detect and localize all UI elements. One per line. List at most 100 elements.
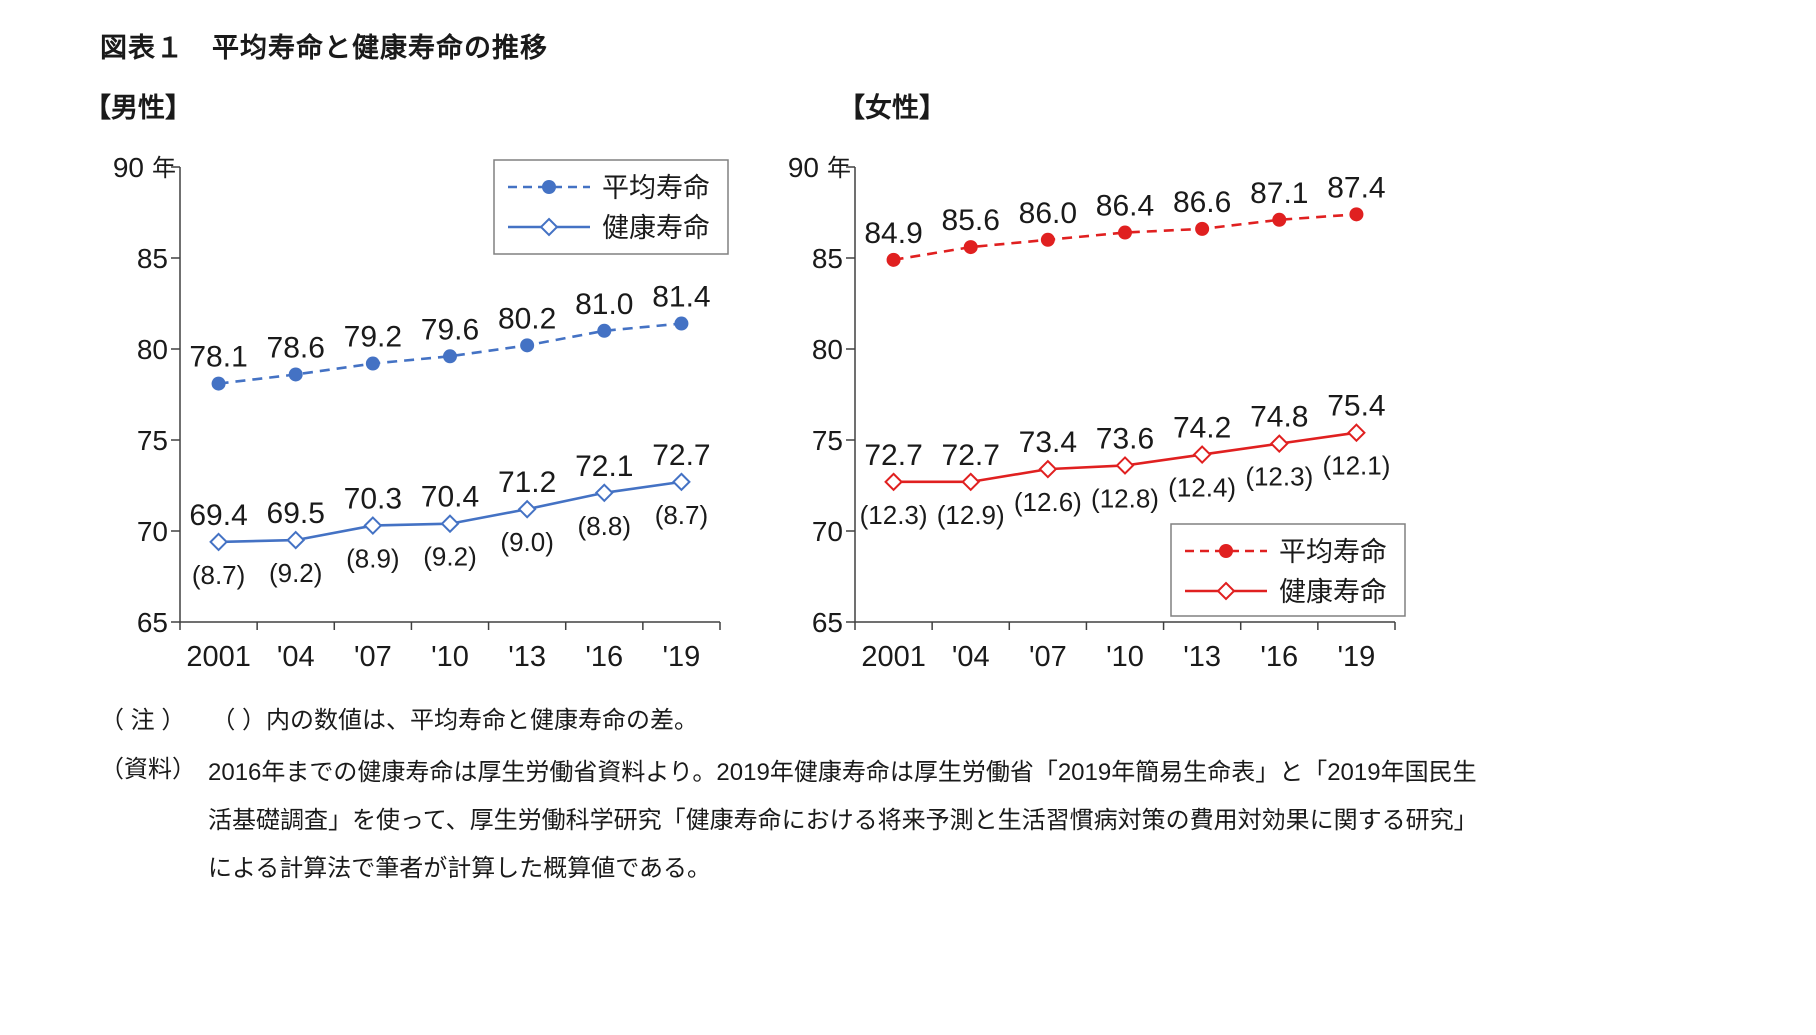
circle-marker xyxy=(963,240,978,255)
svg-text:'07: '07 xyxy=(354,641,392,673)
value-labels: 72.7 72.7 73.4 73.6 74.2 74.8 75.4 xyxy=(864,390,1385,472)
series-healthy-life xyxy=(884,423,1366,492)
diamond-marker xyxy=(209,532,228,552)
diamond-marker xyxy=(1038,459,1058,479)
svg-text:87.1: 87.1 xyxy=(1250,177,1308,210)
y-axis-unit: 年 xyxy=(152,155,176,182)
svg-text:2001: 2001 xyxy=(861,641,926,673)
diamond-marker xyxy=(1269,434,1289,454)
svg-text:81.4: 81.4 xyxy=(652,281,710,314)
x-axis-labels: 2001 '04 '07 '10 '13 '16 '19 xyxy=(186,641,700,673)
svg-text:78.1: 78.1 xyxy=(189,341,247,374)
svg-text:80: 80 xyxy=(137,334,168,365)
svg-text:81.0: 81.0 xyxy=(575,288,633,321)
note-label: （ 注 ） xyxy=(100,707,186,734)
svg-text:79.6: 79.6 xyxy=(421,313,479,346)
circle-marker xyxy=(1272,212,1287,227)
svg-text:(12.4): (12.4) xyxy=(1168,473,1236,503)
svg-text:'07: '07 xyxy=(1029,641,1067,673)
value-labels: 84.9 85.6 86.0 86.4 86.6 87.1 87.4 xyxy=(864,171,1385,250)
svg-text:(9.2): (9.2) xyxy=(269,558,322,588)
svg-text:87.4: 87.4 xyxy=(1327,171,1385,204)
svg-text:'16: '16 xyxy=(1260,641,1298,673)
axes xyxy=(846,166,1396,630)
svg-text:72.7: 72.7 xyxy=(864,439,922,472)
diamond-marker xyxy=(363,516,383,535)
svg-text:80: 80 xyxy=(812,334,843,365)
y-axis-unit: 年 xyxy=(827,155,851,182)
svg-text:84.9: 84.9 xyxy=(864,217,922,250)
svg-text:'10: '10 xyxy=(431,641,469,673)
svg-text:'04: '04 xyxy=(952,641,990,673)
svg-text:85.6: 85.6 xyxy=(942,204,1000,237)
circle-marker xyxy=(1118,225,1132,240)
circle-marker xyxy=(886,252,901,267)
svg-text:78.6: 78.6 xyxy=(267,331,325,364)
svg-text:健康寿命: 健康寿命 xyxy=(1279,577,1387,607)
y-axis-labels: 65 70 75 80 85 90 年 xyxy=(113,152,176,638)
diamond-marker xyxy=(517,499,537,519)
axes xyxy=(171,166,721,630)
svg-text:(12.9): (12.9) xyxy=(937,500,1005,530)
svg-text:79.2: 79.2 xyxy=(344,321,402,354)
svg-text:65: 65 xyxy=(137,607,168,638)
svg-text:(12.8): (12.8) xyxy=(1091,483,1159,513)
svg-text:2001: 2001 xyxy=(186,641,251,673)
svg-text:(8.7): (8.7) xyxy=(655,500,708,530)
svg-text:74.8: 74.8 xyxy=(1250,401,1308,434)
svg-text:80.2: 80.2 xyxy=(498,302,556,335)
notes-block: （ 注 ） （ ）内の数値は、平均寿命と健康寿命の差。 （資料） 2016年まで… xyxy=(100,700,1600,893)
svg-text:90: 90 xyxy=(788,152,819,183)
svg-text:69.4: 69.4 xyxy=(189,499,247,532)
svg-text:70: 70 xyxy=(812,516,843,547)
diamond-marker xyxy=(440,514,460,534)
svg-text:86.6: 86.6 xyxy=(1173,186,1231,219)
svg-text:70.4: 70.4 xyxy=(421,481,479,514)
svg-text:70: 70 xyxy=(137,516,168,547)
circle-marker xyxy=(674,316,689,331)
svg-text:70.3: 70.3 xyxy=(344,483,402,516)
svg-text:(12.3): (12.3) xyxy=(860,500,928,530)
svg-text:(9.0): (9.0) xyxy=(500,527,553,557)
svg-text:平均寿命: 平均寿命 xyxy=(1279,537,1387,567)
svg-text:'16: '16 xyxy=(585,641,623,673)
circle-marker xyxy=(211,376,226,391)
series-average-life xyxy=(211,316,689,391)
svg-text:平均寿命: 平均寿命 xyxy=(602,173,710,203)
gap-labels: (12.3) (12.9) (12.6) (12.8) (12.4) (12.3) (12.… xyxy=(860,451,1391,530)
svg-text:(12.1): (12.1) xyxy=(1322,451,1390,481)
source-row: （資料） 2016年までの健康寿命は厚生労働省資料より。2019年健康寿命は厚生… xyxy=(100,749,1600,893)
svg-text:73.4: 73.4 xyxy=(1019,426,1077,459)
svg-text:'19: '19 xyxy=(1338,641,1376,673)
note-row: （ 注 ） （ ）内の数値は、平均寿命と健康寿命の差。 xyxy=(100,700,1600,735)
svg-text:73.6: 73.6 xyxy=(1096,422,1154,455)
x-axis-labels: 2001 '04 '07 '10 '13 '16 '19 xyxy=(861,641,1375,673)
source-text: 2016年までの健康寿命は厚生労働省資料より。2019年健康寿命は厚生労働省「2… xyxy=(208,759,1478,882)
y-axis-labels: 65 70 75 80 85 90 年 xyxy=(788,152,851,638)
svg-text:'10: '10 xyxy=(1106,641,1144,673)
svg-text:86.4: 86.4 xyxy=(1096,190,1154,223)
circle-marker xyxy=(1040,232,1055,247)
svg-text:'13: '13 xyxy=(508,641,546,673)
svg-text:72.7: 72.7 xyxy=(942,439,1000,472)
circle-marker xyxy=(1195,221,1210,236)
svg-text:65: 65 xyxy=(812,607,843,638)
diamond-marker xyxy=(1347,423,1366,443)
panel-label-female: 【女性】 xyxy=(838,93,946,123)
diamond-marker xyxy=(1192,445,1212,464)
value-labels: 69.4 69.5 70.3 70.4 71.2 72.1 72.7 xyxy=(189,439,710,532)
series-average-life xyxy=(886,207,1364,267)
panel-label-male: 【男性】 xyxy=(84,93,192,123)
svg-text:72.7: 72.7 xyxy=(652,439,710,472)
svg-text:(8.7): (8.7) xyxy=(192,560,245,590)
circle-marker xyxy=(365,356,380,371)
circle-marker xyxy=(1349,207,1364,222)
svg-text:90: 90 xyxy=(113,152,144,183)
svg-text:(9.2): (9.2) xyxy=(423,542,476,572)
svg-text:74.2: 74.2 xyxy=(1173,412,1231,445)
svg-text:健康寿命: 健康寿命 xyxy=(602,213,710,243)
svg-text:71.2: 71.2 xyxy=(498,466,556,499)
